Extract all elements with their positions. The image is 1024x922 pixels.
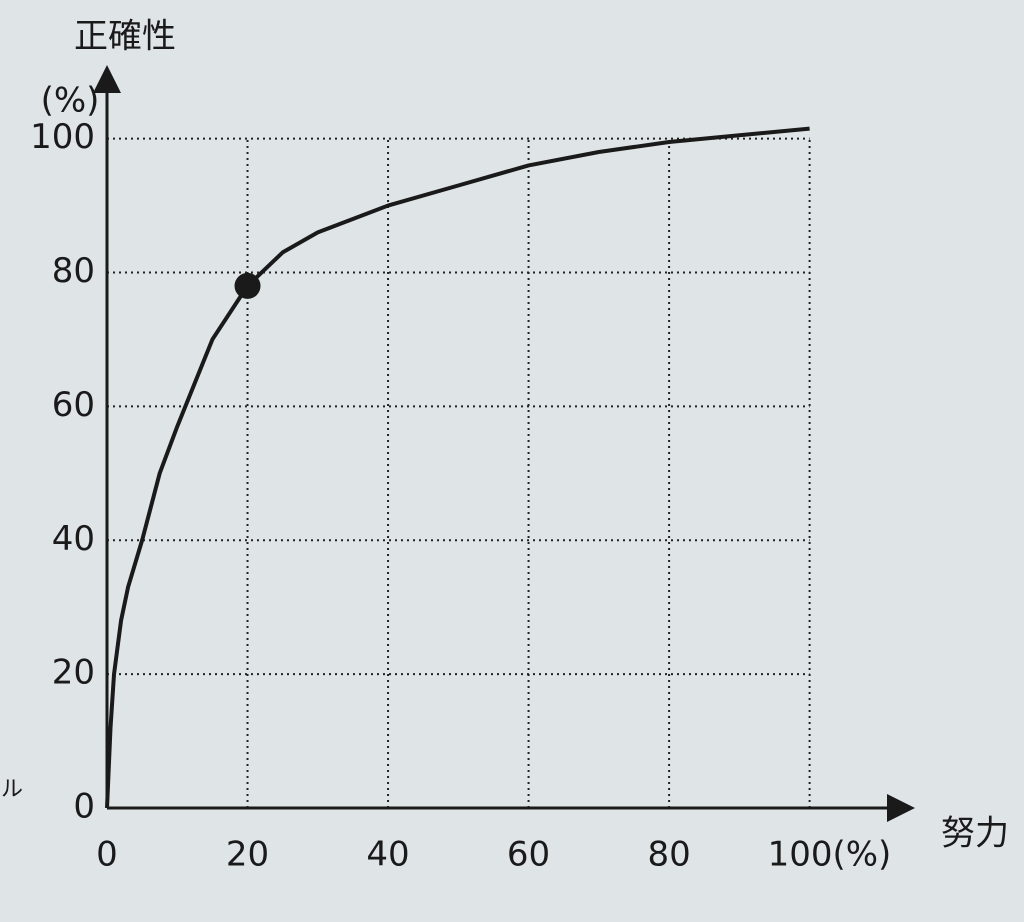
x-tick-label: 60	[507, 835, 550, 875]
y-axis-arrow	[93, 65, 121, 93]
x-tick-label: 20	[226, 835, 269, 875]
y-tick-label: 0	[73, 787, 95, 827]
x-tick-label: 100(%)	[768, 835, 892, 875]
x-tick-label: 0	[96, 835, 118, 875]
x-axis-arrow	[887, 794, 915, 822]
highlight-point	[234, 272, 261, 299]
x-tick-label: 80	[647, 835, 690, 875]
y-axis-unit: (%)	[41, 81, 100, 121]
x-tick-label: 40	[366, 835, 409, 875]
y-tick-label: 60	[52, 385, 95, 425]
side-text: ル	[1, 777, 23, 802]
y-axis-label: 正確性	[74, 17, 176, 57]
y-tick-label: 80	[52, 251, 95, 291]
y-tick-label: 20	[52, 653, 95, 693]
y-tick-label: 40	[52, 519, 95, 559]
y-tick-label: 100	[30, 117, 95, 157]
x-axis-label: 努力	[941, 814, 1009, 854]
